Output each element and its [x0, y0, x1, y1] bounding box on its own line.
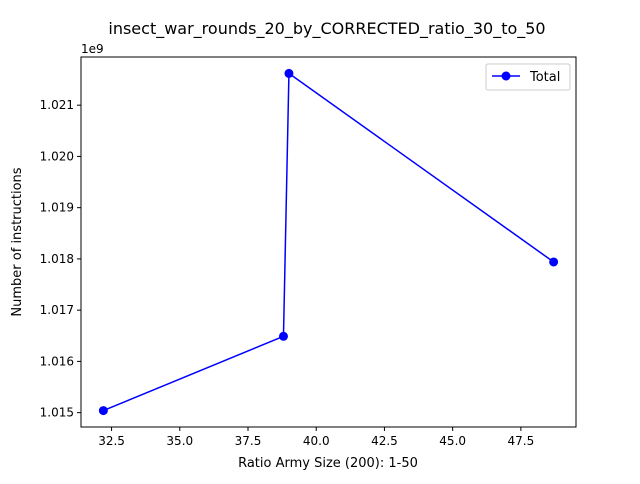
x-tick-label: 47.5 — [508, 434, 535, 448]
plot-area — [81, 57, 576, 427]
y-tick-label: 1.015 — [40, 406, 74, 420]
y-axis-label: Number of instructions — [10, 167, 25, 316]
chart-title: insect_war_rounds_20_by_CORRECTED_ratio_… — [108, 19, 545, 39]
x-axis-label: Ratio Army Size (200): 1-50 — [238, 456, 418, 471]
y-tick-label: 1.019 — [40, 201, 74, 215]
x-tick-label: 32.5 — [98, 434, 125, 448]
data-point — [284, 68, 294, 78]
x-tick-label: 35.0 — [166, 434, 193, 448]
y-axis-offset-text: 1e9 — [81, 42, 104, 56]
y-tick-label: 1.017 — [40, 303, 74, 317]
x-tick-label: 37.5 — [235, 434, 262, 448]
y-tick-label: 1.021 — [40, 98, 74, 112]
legend-label-total: Total — [529, 70, 560, 85]
y-tick-label: 1.020 — [40, 149, 74, 163]
y-axis-ticks: 1.015 1.016 1.017 1.018 1.019 1.020 1.021 — [40, 98, 81, 420]
x-tick-label: 40.0 — [303, 434, 330, 448]
axes-frame — [80, 56, 577, 428]
y-tick-label: 1.016 — [40, 354, 74, 368]
y-tick-label: 1.018 — [40, 252, 74, 266]
data-point — [278, 331, 288, 341]
x-tick-label: 45.0 — [439, 434, 466, 448]
legend-marker-total — [501, 71, 511, 81]
data-point — [549, 257, 559, 267]
legend-box — [485, 63, 571, 91]
legend: Total — [485, 63, 571, 91]
series-line-total — [103, 72, 555, 412]
x-tick-label: 42.5 — [371, 434, 398, 448]
data-point — [98, 406, 108, 416]
series-layer — [98, 68, 559, 416]
x-axis-ticks: 32.5 35.0 37.5 40.0 42.5 45.0 47.5 — [98, 427, 534, 448]
